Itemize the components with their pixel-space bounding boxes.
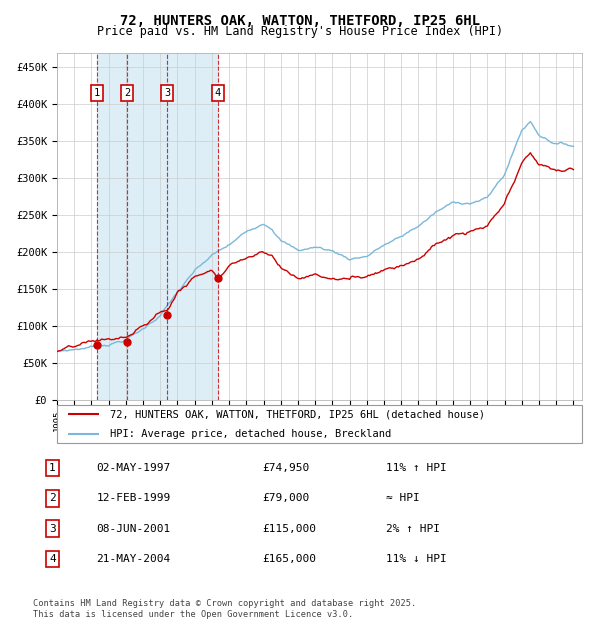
Bar [97,53,127,400]
Text: ≈ HPI: ≈ HPI [386,494,420,503]
Text: 3: 3 [164,88,170,99]
Text: Contains HM Land Registry data © Crown copyright and database right 2025.
This d: Contains HM Land Registry data © Crown c… [33,600,416,619]
Text: 08-JUN-2001: 08-JUN-2001 [97,524,171,534]
Text: 2% ↑ HPI: 2% ↑ HPI [386,524,440,534]
Bar [127,53,167,400]
Text: 4: 4 [49,554,56,564]
Text: 12-FEB-1999: 12-FEB-1999 [97,494,171,503]
Text: £165,000: £165,000 [262,554,316,564]
Text: 1: 1 [49,463,56,473]
Text: 02-MAY-1997: 02-MAY-1997 [97,463,171,473]
Text: £74,950: £74,950 [262,463,310,473]
Text: 1: 1 [94,88,100,99]
Text: 3: 3 [49,524,56,534]
Text: 11% ↑ HPI: 11% ↑ HPI [386,463,447,473]
Text: £115,000: £115,000 [262,524,316,534]
Text: 4: 4 [215,88,221,99]
Text: 11% ↓ HPI: 11% ↓ HPI [386,554,447,564]
FancyBboxPatch shape [57,405,582,443]
Text: 21-MAY-2004: 21-MAY-2004 [97,554,171,564]
Text: 72, HUNTERS OAK, WATTON, THETFORD, IP25 6HL (detached house): 72, HUNTERS OAK, WATTON, THETFORD, IP25 … [110,409,485,420]
Text: 72, HUNTERS OAK, WATTON, THETFORD, IP25 6HL: 72, HUNTERS OAK, WATTON, THETFORD, IP25 … [120,14,480,28]
Bar [167,53,218,400]
Text: HPI: Average price, detached house, Breckland: HPI: Average price, detached house, Brec… [110,428,391,439]
Text: £79,000: £79,000 [262,494,310,503]
Text: Price paid vs. HM Land Registry's House Price Index (HPI): Price paid vs. HM Land Registry's House … [97,25,503,38]
Text: 2: 2 [124,88,130,99]
Text: 2: 2 [49,494,56,503]
